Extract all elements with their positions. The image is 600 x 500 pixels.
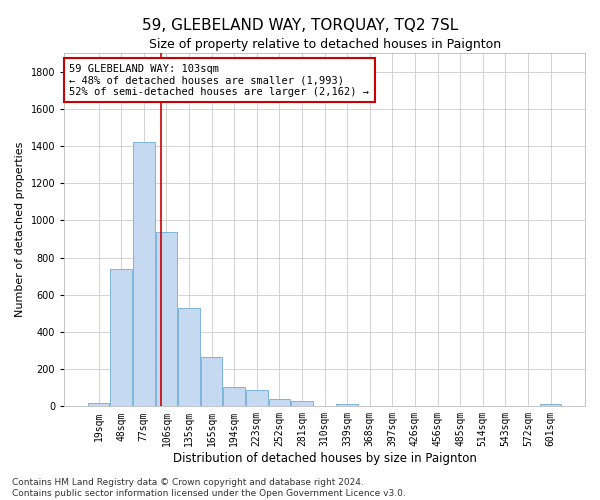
Title: Size of property relative to detached houses in Paignton: Size of property relative to detached ho… [149, 38, 500, 51]
Text: 59 GLEBELAND WAY: 103sqm
← 48% of detached houses are smaller (1,993)
52% of sem: 59 GLEBELAND WAY: 103sqm ← 48% of detach… [70, 64, 370, 97]
Bar [110, 268, 132, 406]
Bar [291, 402, 313, 406]
Text: Contains HM Land Registry data © Crown copyright and database right 2024.
Contai: Contains HM Land Registry data © Crown c… [12, 478, 406, 498]
Bar [178, 308, 200, 406]
Text: 59, GLEBELAND WAY, TORQUAY, TQ2 7SL: 59, GLEBELAND WAY, TORQUAY, TQ2 7SL [142, 18, 458, 32]
Bar [540, 404, 562, 406]
Bar [223, 387, 245, 406]
X-axis label: Distribution of detached houses by size in Paignton: Distribution of detached houses by size … [173, 452, 476, 465]
Bar [133, 142, 155, 406]
Bar [88, 402, 109, 406]
Bar [155, 232, 177, 406]
Bar [337, 404, 358, 406]
Y-axis label: Number of detached properties: Number of detached properties [15, 142, 25, 318]
Bar [269, 399, 290, 406]
Bar [246, 390, 268, 406]
Bar [201, 357, 223, 406]
